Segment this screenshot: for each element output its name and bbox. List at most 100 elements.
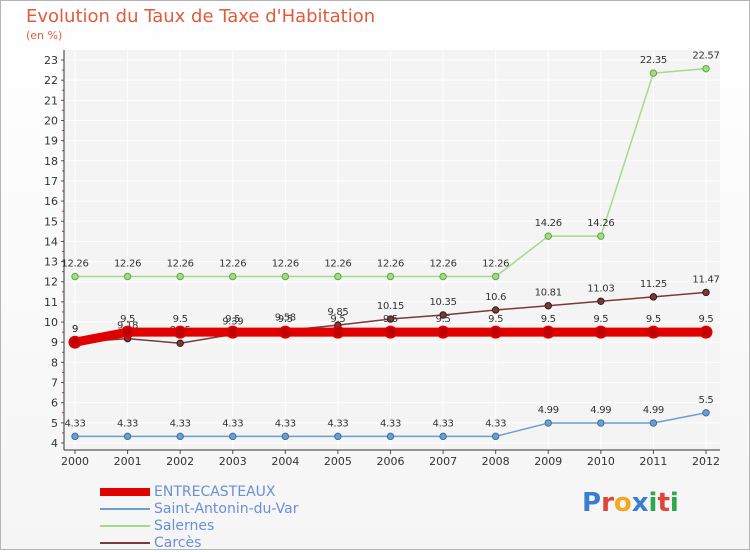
data-label: 10.35 [430,297,457,308]
data-label: 9.5 [436,314,451,325]
legend-item-carces: Carcès [100,535,360,552]
x-tick-label: 2007 [429,455,457,468]
y-tick-label: 10 [44,316,58,329]
data-point [699,325,713,339]
data-label: 11.47 [692,274,719,285]
y-tick-label: 8 [51,356,58,369]
data-point [702,288,710,297]
y-tick-label: 17 [44,175,58,188]
data-label: 9 [72,324,78,335]
data-label: 9.5 [541,314,556,325]
legend-swatch [100,488,150,496]
data-point [439,311,447,319]
data-label: 12.26 [114,258,141,269]
data-label: 9.5 [593,314,608,325]
data-label: 4.33 [117,418,138,429]
legend-item-saint-antonin-du-var: Saint-Antonin-du-Var [100,501,360,518]
data-label: 4.99 [590,405,611,416]
y-tick-label: 22 [44,74,58,87]
data-label: 22.57 [692,51,719,62]
legend-swatch [100,508,150,510]
legend-label: Salernes [154,518,215,534]
data-point [702,64,710,73]
data-point [541,325,555,339]
x-tick-label: 2003 [219,455,247,468]
data-point [176,272,184,281]
data-label: 14.26 [535,218,562,229]
data-label: 12.26 [219,258,246,269]
legend-label: Carcès [154,535,202,551]
data-label: 4.99 [643,405,664,416]
y-tick-label: 20 [44,114,58,127]
data-label: 12.26 [61,258,88,269]
data-label: 12.26 [377,258,404,269]
y-tick-label: 15 [44,215,58,228]
y-tick-label: 11 [44,296,58,309]
data-label: 9.5 [383,314,398,325]
legend-item-entrecasteaux: ENTRECASTEAUX [100,484,360,501]
data-label: 11.25 [640,279,667,290]
data-label: 9.5 [278,314,293,325]
x-tick-label: 2009 [534,455,562,468]
y-tick-label: 14 [44,235,58,248]
data-point [597,232,605,240]
data-point [386,272,395,281]
data-point [331,325,345,339]
data-label: 9.5 [698,314,713,325]
logo-letter: P [582,488,602,518]
data-point [649,293,658,301]
data-point [491,432,500,441]
data-point [229,432,237,441]
data-point [597,297,605,305]
y-tick-label: 16 [44,195,58,208]
chart-title: Evolution du Taux de Taxe d'Habitation [26,6,376,27]
plot-area [64,50,720,450]
data-point [646,325,660,339]
data-label: 9 [72,324,78,335]
data-point [281,272,290,281]
logo-letter: x [631,488,649,518]
data-label: 9.5 [488,314,503,325]
logo-letter: r [601,488,614,518]
data-point [278,325,292,339]
data-label: 10.81 [535,288,562,299]
data-label: 9.5 [120,314,135,325]
data-point [229,272,237,281]
data-point [649,69,658,77]
x-tick-label: 2008 [482,455,510,468]
data-point [176,339,184,347]
legend-swatch [100,525,150,527]
data-point [544,232,552,240]
data-point [702,409,710,417]
data-point [281,432,290,441]
data-point [226,325,240,339]
data-point [544,302,552,310]
data-label: 9.5 [646,314,661,325]
data-label: 9.58 [275,313,296,324]
x-tick-label: 2002 [166,455,194,468]
data-label: 11.03 [587,283,614,294]
data-label: 9.5 [330,314,345,325]
data-label: 4.33 [327,418,348,429]
y-tick-label: 6 [51,397,58,410]
data-label: 4.33 [380,418,401,429]
y-tick-label: 12 [44,276,58,289]
logo-letter: i [669,488,679,518]
legend-item-salernes: Salernes [100,518,360,535]
data-label: 10.15 [377,301,404,312]
y-tick-label: 4 [51,437,58,450]
data-label: 4.33 [64,418,85,429]
data-label: 4.33 [275,418,296,429]
data-point [544,419,552,427]
data-label: 4.99 [538,405,559,416]
data-point [71,432,79,441]
y-tick-label: 13 [44,256,58,269]
data-label: 4.33 [433,418,454,429]
data-label: 22.35 [640,55,667,66]
data-point [439,432,447,441]
data-point [649,419,658,427]
data-label: 9.5 [225,314,240,325]
data-point [173,325,187,339]
x-tick-label: 2006 [377,455,405,468]
